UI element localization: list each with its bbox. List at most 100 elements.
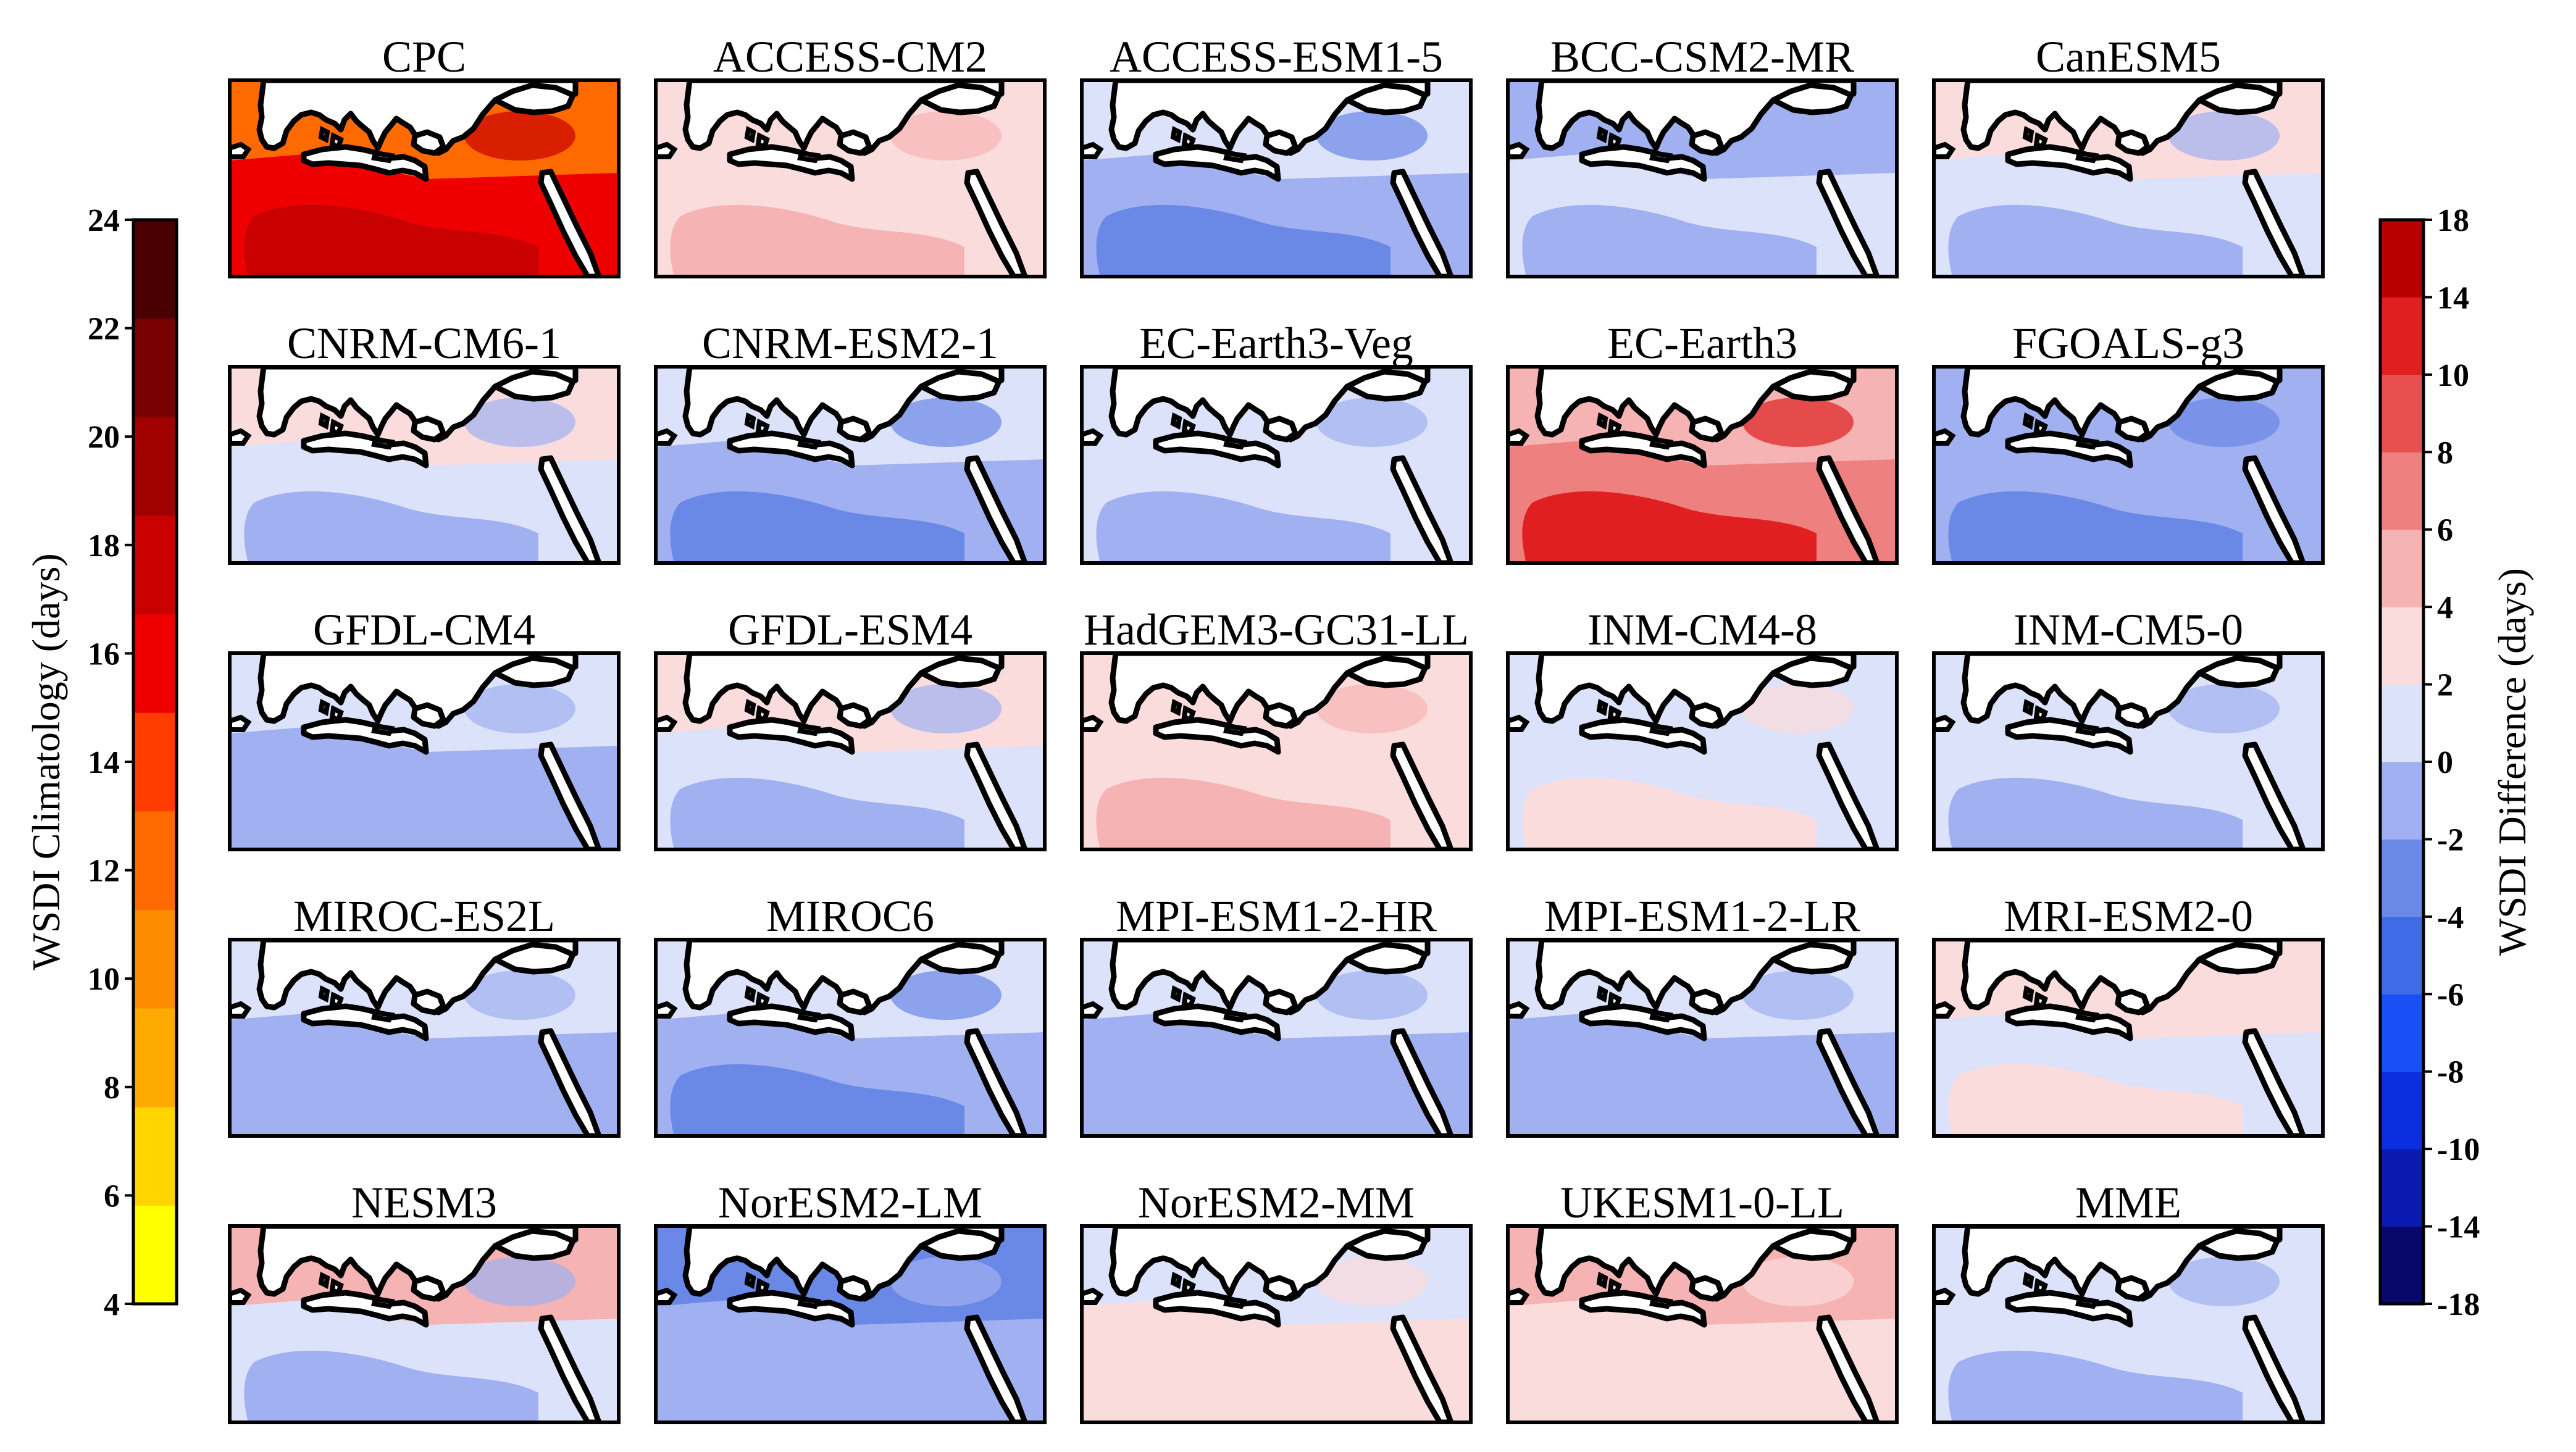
map-panel: MPI-ESM1-2-HR [1080, 891, 1473, 1138]
map-frame [228, 78, 621, 278]
field-east [890, 970, 1002, 1020]
map-frame [654, 78, 1047, 278]
map-panel: MIROC-ES2L [228, 891, 621, 1138]
map-panel-title: MRI-ESM2-0 [2004, 891, 2253, 941]
map-panel-title: CNRM-CM6-1 [287, 319, 561, 368]
field-core [1096, 491, 1390, 563]
colorbar-swatch [2380, 762, 2423, 840]
map-panel: MRI-ESM2-0 [1932, 891, 2325, 1138]
colorbar-tick-label: -8 [2437, 1055, 2464, 1090]
map-panel-title: MIROC6 [766, 891, 934, 941]
map-frame [1506, 78, 1899, 278]
map-frame [1080, 1224, 1473, 1424]
colorbar-tick-label: 8 [2437, 435, 2453, 470]
map-panel-title: MME [2075, 1178, 2181, 1227]
field-core [1522, 491, 1817, 563]
map-frame [228, 1224, 621, 1424]
map-panel-title: NorESM2-LM [718, 1178, 982, 1227]
colorbar-tick-label: 4 [2437, 590, 2453, 625]
field-core [670, 1064, 964, 1136]
colorbar-tick-label: -2 [2437, 822, 2464, 857]
field-east [1742, 970, 1854, 1020]
field-east [1316, 970, 1428, 1020]
colorbar-tick-label: -4 [2437, 900, 2464, 935]
field-east [890, 1257, 1002, 1306]
field-core [670, 1350, 964, 1422]
colorbar-swatch [133, 712, 177, 812]
field-core [670, 777, 964, 849]
colorbar-swatch [133, 220, 177, 319]
field-core [1096, 1350, 1390, 1422]
field-east [2168, 111, 2280, 161]
field-core [1096, 1064, 1390, 1136]
field-east [1742, 684, 1854, 733]
map-panel-title: CanESM5 [2036, 32, 2221, 81]
colorbar-tick-label: 22 [88, 312, 120, 347]
field-east [1742, 111, 1854, 161]
field-east [890, 398, 1002, 447]
climatology-colorbar: 4 6 8 10 12 14 16 18 20 22 24 WSDI Climatology (da… [24, 203, 178, 1322]
difference-colorbar-label: WSDI Difference (days) [2490, 568, 2534, 956]
colorbar-tick-label: 12 [88, 854, 120, 889]
map-panel: GFDL-ESM4 [654, 605, 1047, 851]
field-core [1522, 1064, 1817, 1136]
colorbar-swatch [2380, 839, 2423, 917]
map-panel: CPC [228, 32, 621, 278]
map-panel-title: MPI-ESM1-2-LR [1544, 891, 1860, 941]
field-core [1096, 777, 1390, 849]
field-core [1948, 1064, 2243, 1136]
field-east [1316, 111, 1428, 161]
colorbar-tick-label: 16 [88, 636, 120, 672]
map-panel: NESM3 [228, 1178, 621, 1424]
field-east [2168, 970, 2280, 1020]
map-frame [228, 651, 621, 851]
map-panel: NorESM2-MM [1080, 1178, 1473, 1424]
colorbar-swatch [2380, 684, 2423, 762]
map-panel-title: UKESM1-0-LL [1560, 1178, 1844, 1227]
colorbar-swatch [133, 1008, 177, 1108]
field-east [1316, 1257, 1428, 1306]
map-panel: CanESM5 [1932, 32, 2325, 278]
map-panel-title: MIROC-ES2L [293, 891, 555, 941]
field-core [1948, 204, 2243, 277]
map-panel-title: NESM3 [351, 1178, 497, 1227]
colorbar-tick-label: -10 [2437, 1132, 2480, 1167]
colorbar-tick-label: 6 [104, 1179, 120, 1214]
colorbar-swatch [133, 1106, 177, 1206]
colorbar-tick-label: 4 [104, 1287, 120, 1322]
field-core [670, 491, 964, 563]
colorbar-swatch [133, 909, 177, 1009]
colorbar-tick-label: 14 [2437, 280, 2469, 315]
map-panel-title: GFDL-ESM4 [728, 605, 972, 654]
field-east [464, 398, 575, 447]
map-panel: NorESM2-LM [654, 1178, 1047, 1424]
colorbar-swatch [2380, 1149, 2423, 1227]
field-core [244, 1064, 538, 1136]
map-panel-title: ACCESS-CM2 [713, 32, 987, 81]
map-frame [228, 938, 621, 1138]
colorbar-swatch [133, 811, 177, 910]
map-panel: EC-Earth3 [1506, 319, 1899, 565]
map-panel-title: ACCESS-ESM1-5 [1110, 32, 1443, 81]
map-panel: CNRM-CM6-1 [228, 319, 621, 565]
map-frame [654, 651, 1047, 851]
colorbar-tick-label: 10 [88, 962, 120, 997]
map-frame [1506, 651, 1899, 851]
map-frame [1932, 78, 2325, 278]
map-panel: MME [1932, 1178, 2325, 1424]
field-core [670, 204, 964, 277]
map-panel-title: BCC-CSM2-MR [1550, 32, 1854, 81]
field-east [1316, 684, 1428, 733]
colorbar-tick-label: 0 [2437, 745, 2453, 780]
map-panel: MPI-ESM1-2-LR [1506, 891, 1899, 1138]
field-east [890, 111, 1002, 161]
colorbar-swatch [2380, 297, 2423, 375]
field-east [2168, 1257, 2280, 1306]
map-panel: UKESM1-0-LL [1506, 1178, 1899, 1424]
colorbar-tick-label: 14 [88, 745, 120, 780]
map-frame [1506, 365, 1899, 565]
map-frame [1932, 938, 2325, 1138]
map-frame [1932, 651, 2325, 851]
map-panel-title: HadGEM3-GC31-LL [1084, 605, 1469, 654]
